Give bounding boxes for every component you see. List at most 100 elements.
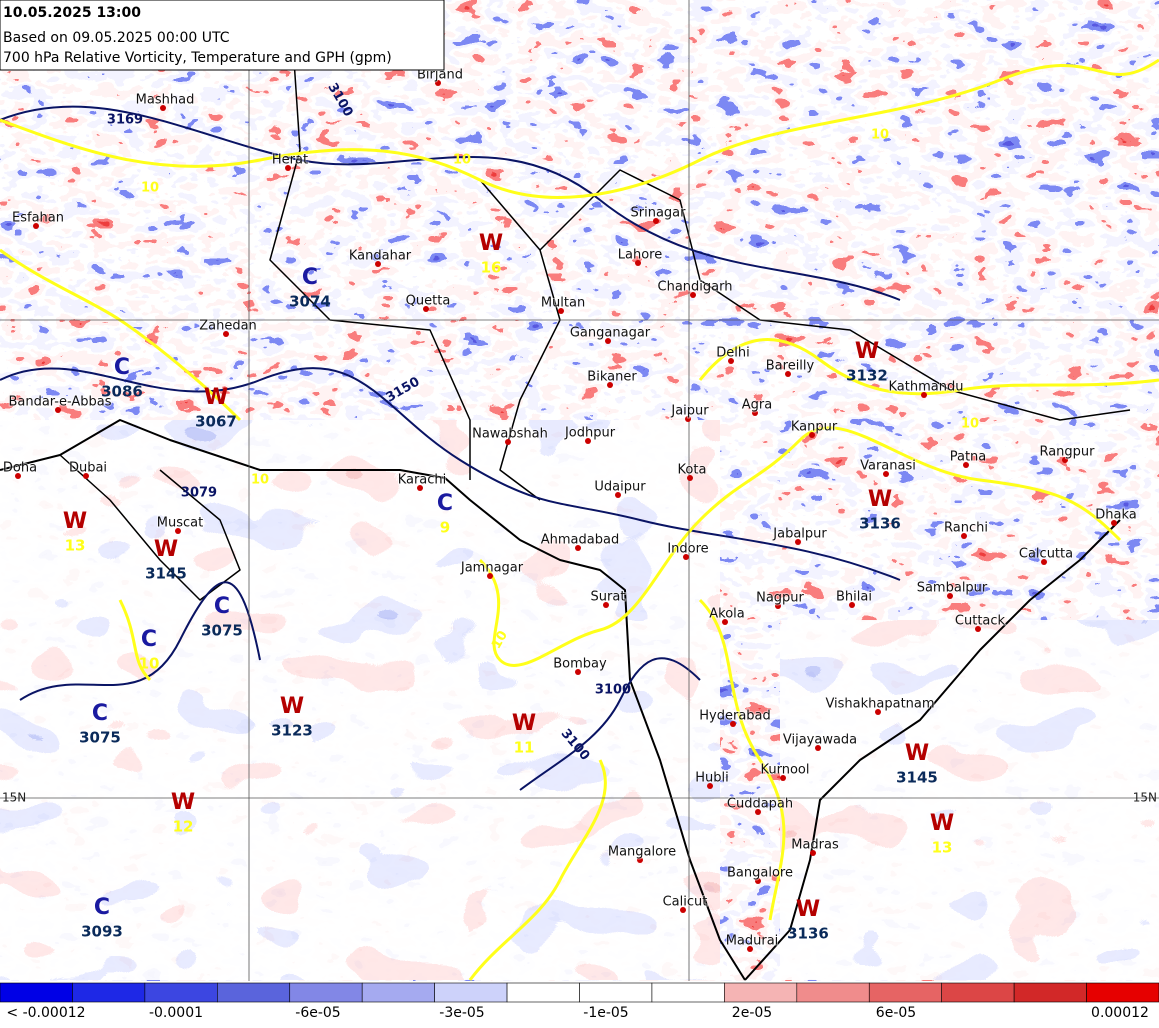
city-label: Rangpur: [1039, 445, 1095, 460]
valid-time: 10.05.2025 13:00: [3, 5, 141, 21]
system-letter: C: [302, 265, 318, 290]
city-label: Multan: [541, 296, 585, 311]
city-label: Esfahan: [12, 211, 64, 226]
city-label: Udaipur: [594, 480, 646, 495]
city-label: Nawabshah: [472, 427, 548, 442]
city-label: Kandahar: [349, 249, 412, 264]
city-dot: [785, 371, 791, 377]
system-letter: W: [63, 509, 87, 534]
city-label: Kanpur: [791, 420, 838, 435]
city-label: Chandigarh: [658, 280, 733, 295]
temperature-label: 10: [139, 655, 160, 673]
city-dot: [707, 783, 713, 789]
gph-label: 3136: [787, 925, 829, 943]
temp-contour: [468, 759, 607, 981]
system-letter: W: [512, 711, 536, 736]
colorbar-swatch: [1013, 982, 1087, 1003]
colorbar-label: 6e-05: [876, 1005, 916, 1021]
gph-label: 3074: [289, 293, 331, 311]
city-dot: [435, 80, 441, 86]
system-letter: C: [114, 355, 130, 380]
temp-contour-label: 10: [453, 153, 471, 168]
city-dot: [505, 439, 511, 445]
city-dot: [875, 709, 881, 715]
city-label: Dhaka: [1095, 508, 1136, 523]
labels: Herat Kandahar Quetta Zahedan Bandar-e-Abbas…: [2, 67, 1138, 952]
city-dot: [755, 878, 761, 884]
city-dot: [775, 603, 781, 609]
system-letter: W: [868, 487, 892, 512]
system-letter: C: [94, 895, 110, 920]
colorbar-swatch: [361, 982, 435, 1003]
city-dot: [575, 545, 581, 551]
city-label: Ahmadabad: [541, 533, 619, 548]
temp-contour-label: 10: [871, 128, 889, 143]
city-dot: [685, 416, 691, 422]
temp-contour: [698, 598, 786, 921]
temperature-label: 9: [440, 519, 450, 537]
city-dot: [15, 473, 21, 479]
city-dot: [747, 946, 753, 952]
city-label: Srinagar: [631, 206, 687, 221]
city-dot: [285, 165, 291, 171]
system-letter: W: [204, 385, 228, 410]
colorbar-swatch: [1086, 982, 1159, 1003]
colorbar-swatch: [579, 982, 653, 1003]
colorbar-label: -6e-05: [295, 1005, 340, 1021]
city-label: Ganganagar: [570, 326, 651, 341]
gph-contour: [0, 105, 901, 301]
colorbar-swatch: [724, 982, 798, 1003]
city-dot: [810, 850, 816, 856]
city-label: Cuttack: [955, 614, 1006, 629]
system-letter: W: [171, 790, 195, 815]
temp-contour: [0, 58, 1159, 199]
city-label: Mangalore: [608, 845, 676, 860]
city-dot: [160, 105, 166, 111]
temp-contour-label: 10: [141, 181, 159, 196]
city-label: Agra: [742, 398, 772, 413]
city-dot: [605, 338, 611, 344]
city-label: Bareilly: [766, 359, 815, 374]
city-dot: [883, 471, 889, 477]
colorbar-swatch: [434, 982, 508, 1003]
city-label: Bangalore: [727, 866, 793, 881]
city-label: Bhilai: [836, 590, 872, 605]
gph-contour: [0, 367, 901, 581]
city-dot: [780, 775, 786, 781]
city-dot: [1111, 520, 1117, 526]
city-label: Karachi: [398, 473, 447, 488]
city-label: Kathmandu: [889, 380, 964, 395]
city-label: Dubai: [69, 461, 107, 476]
city-dot: [755, 809, 761, 815]
city-label: Vijayawada: [783, 733, 857, 748]
temperature-label: 16: [481, 259, 502, 277]
gph-contour: [519, 657, 701, 791]
colorbar-label: 0.00012: [1091, 1005, 1149, 1021]
city-label: Doha: [3, 461, 37, 476]
city-label: Calicut: [663, 895, 708, 910]
gph-label: 3132: [846, 367, 888, 385]
city-label: Varanasi: [860, 459, 916, 474]
gph-label: 3093: [81, 923, 123, 941]
city-label: Lahore: [618, 248, 662, 263]
gph-label: 3067: [195, 413, 237, 431]
gph-contour-label: 3079: [181, 486, 217, 501]
gph-label: 3086: [101, 383, 143, 401]
city-dot: [961, 533, 967, 539]
gph-label: 3145: [145, 565, 187, 583]
city-dot: [730, 721, 736, 727]
city-dot: [33, 223, 39, 229]
gph-label: 3075: [79, 729, 121, 747]
city-dot: [55, 407, 61, 413]
temperature-label: 12: [173, 818, 194, 836]
temp-contour-label: 10: [961, 417, 979, 432]
gph-label: 3123: [271, 722, 313, 740]
description: 700 hPa Relative Vorticity, Temperature …: [3, 50, 392, 66]
city-label: Herat: [272, 153, 308, 168]
city-dot: [683, 554, 689, 560]
colorbar-label: 2e-05: [732, 1005, 772, 1021]
colorbar-label: -1e-05: [583, 1005, 628, 1021]
city-label: Sambalpur: [917, 581, 988, 596]
city-label: Kota: [678, 463, 707, 478]
city-dot: [607, 382, 613, 388]
